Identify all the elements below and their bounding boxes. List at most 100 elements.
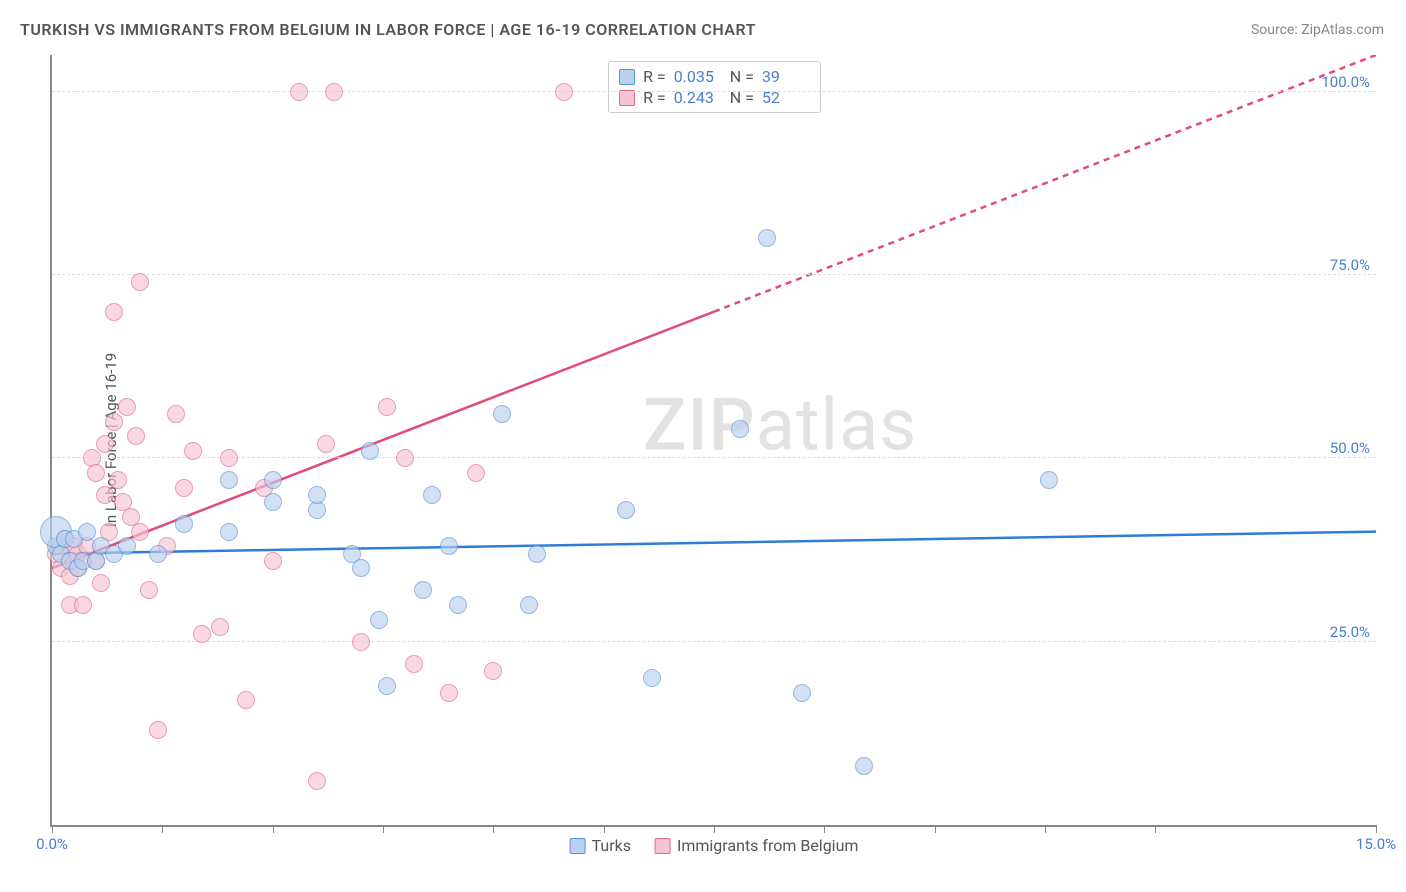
scatter-point: [352, 559, 370, 577]
series-swatch: [619, 69, 635, 85]
scatter-point: [378, 398, 396, 416]
scatter-point: [308, 772, 326, 790]
legend-label: Immigrants from Belgium: [677, 836, 858, 855]
y-tick-label: 25.0%: [1330, 623, 1370, 641]
scatter-point: [352, 633, 370, 651]
plot-area: In Labor Force | Age 16-19 ZIPatlas R = …: [50, 55, 1376, 827]
n-label: N =: [730, 67, 754, 86]
scatter-point: [290, 83, 308, 101]
scatter-point: [237, 691, 255, 709]
scatter-point: [149, 545, 167, 563]
scatter-point: [109, 471, 127, 489]
x-tick: [604, 825, 605, 833]
scatter-point: [118, 537, 136, 555]
scatter-point: [493, 405, 511, 423]
x-tick: [273, 825, 274, 833]
x-tick: [162, 825, 163, 833]
scatter-point: [193, 625, 211, 643]
x-tick: [1376, 825, 1377, 833]
scatter-point: [78, 523, 96, 541]
scatter-point: [758, 229, 776, 247]
y-tick-label: 75.0%: [1330, 256, 1370, 274]
source-attribution: Source: ZipAtlas.com: [1251, 22, 1384, 38]
watermark: ZIPatlas: [643, 382, 917, 467]
scatter-point: [184, 442, 202, 460]
x-tick: [1155, 825, 1156, 833]
stats-row: R = 0.035 N = 39: [619, 66, 810, 87]
scatter-point: [325, 83, 343, 101]
scatter-point: [855, 757, 873, 775]
scatter-point: [220, 471, 238, 489]
scatter-point: [175, 479, 193, 497]
scatter-point: [378, 677, 396, 695]
legend-label: Turks: [592, 836, 631, 855]
y-tick-label: 50.0%: [1330, 439, 1370, 457]
scatter-point: [308, 486, 326, 504]
x-tick: [52, 825, 53, 833]
x-tick: [714, 825, 715, 833]
scatter-point: [555, 83, 573, 101]
scatter-point: [127, 427, 145, 445]
x-tick: [1045, 825, 1046, 833]
scatter-point: [643, 669, 661, 687]
scatter-point: [87, 464, 105, 482]
scatter-point: [617, 501, 635, 519]
scatter-point: [731, 420, 749, 438]
scatter-point: [396, 449, 414, 467]
scatter-point: [131, 273, 149, 291]
x-tick: [383, 825, 384, 833]
r-value: 0.035: [674, 67, 722, 86]
scatter-point: [520, 596, 538, 614]
scatter-point: [361, 442, 379, 460]
y-tick-label: 100.0%: [1321, 73, 1370, 91]
r-label: R =: [643, 67, 666, 86]
n-value: 39: [762, 67, 810, 86]
chart-container: TURKISH VS IMMIGRANTS FROM BELGIUM IN LA…: [0, 0, 1406, 892]
x-tick-label: 15.0%: [1356, 835, 1396, 853]
series-swatch: [619, 90, 635, 106]
scatter-point: [440, 537, 458, 555]
scatter-point: [167, 405, 185, 423]
scatter-point: [175, 515, 193, 533]
scatter-point: [220, 449, 238, 467]
series-legend: Turks Immigrants from Belgium: [570, 836, 859, 855]
scatter-point: [449, 596, 467, 614]
series-swatch: [655, 838, 671, 854]
scatter-point: [264, 471, 282, 489]
scatter-point: [423, 486, 441, 504]
scatter-point: [528, 545, 546, 563]
scatter-point: [92, 574, 110, 592]
gridline: [52, 274, 1376, 275]
legend-item: Turks: [570, 836, 631, 855]
series-swatch: [570, 838, 586, 854]
scatter-point: [118, 398, 136, 416]
scatter-point: [440, 684, 458, 702]
scatter-point: [264, 552, 282, 570]
x-tick: [935, 825, 936, 833]
scatter-point: [484, 662, 502, 680]
x-tick: [824, 825, 825, 833]
x-tick-label: 0.0%: [36, 835, 68, 853]
scatter-point: [467, 464, 485, 482]
scatter-point: [149, 721, 167, 739]
scatter-point: [405, 655, 423, 673]
scatter-point: [74, 596, 92, 614]
scatter-point: [96, 435, 114, 453]
x-tick: [493, 825, 494, 833]
scatter-point: [220, 523, 238, 541]
scatter-point: [793, 684, 811, 702]
scatter-point: [105, 413, 123, 431]
gridline: [52, 457, 1376, 458]
scatter-point: [131, 523, 149, 541]
scatter-point: [105, 303, 123, 321]
scatter-point: [96, 486, 114, 504]
scatter-point: [140, 581, 158, 599]
scatter-point: [370, 611, 388, 629]
chart-title: TURKISH VS IMMIGRANTS FROM BELGIUM IN LA…: [20, 20, 756, 39]
scatter-point: [414, 581, 432, 599]
scatter-point: [211, 618, 229, 636]
watermark-part-b: atlas: [756, 382, 918, 467]
gridline: [52, 641, 1376, 642]
scatter-point: [1040, 471, 1058, 489]
scatter-point: [264, 493, 282, 511]
